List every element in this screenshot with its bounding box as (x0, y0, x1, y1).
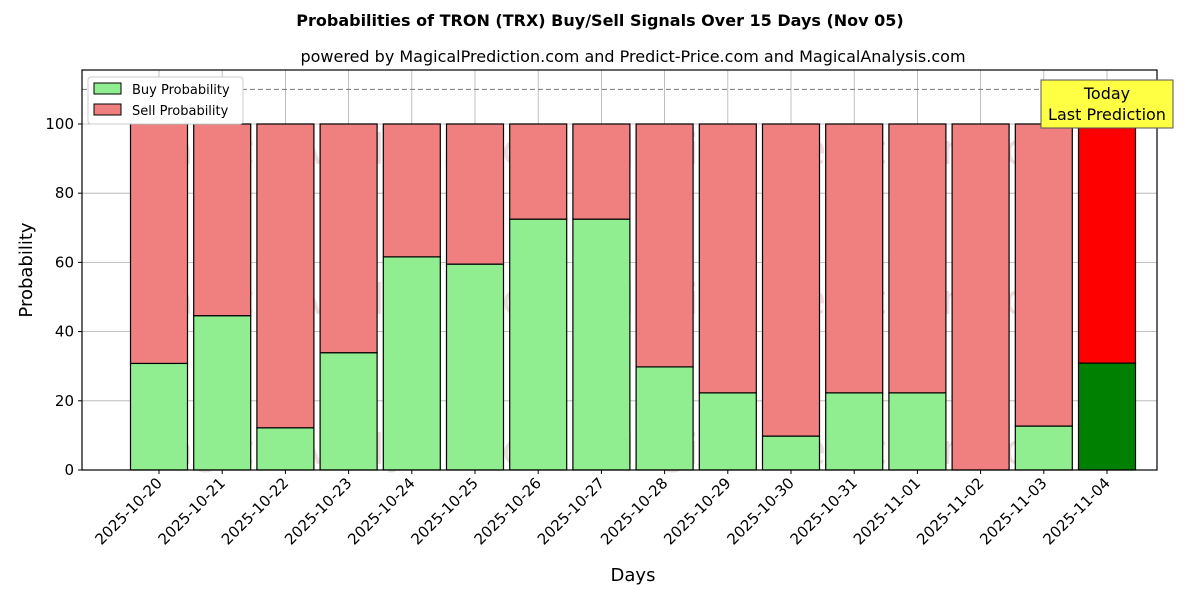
x-tick-label: 2025-10-22 (218, 474, 292, 548)
y-tick-label: 100 (45, 115, 74, 133)
bar-sell (193, 123, 252, 317)
x-tick-label: 2025-10-27 (534, 474, 608, 548)
bar-sell (1014, 123, 1073, 427)
x-tick-label: 2025-10-30 (723, 474, 797, 548)
bar-sell (382, 123, 441, 258)
bar-buy (1077, 362, 1137, 471)
legend-swatch-sell (93, 103, 122, 116)
bar-sell (888, 123, 947, 394)
y-tick-label: 0 (64, 461, 74, 479)
bar-sell (129, 123, 189, 365)
chart-subtitle: powered by MagicalPrediction.com and Pre… (300, 47, 965, 66)
x-tick-label: 2025-10-20 (91, 474, 165, 548)
chart-title: Probabilities of TRON (TRX) Buy/Sell Sig… (296, 11, 904, 30)
legend-label-buy: Buy Probability (132, 83, 230, 98)
x-tick-label: 2025-10-29 (660, 474, 734, 548)
legend: Buy Probability Sell Probability (87, 76, 244, 125)
bar-buy (256, 427, 315, 471)
y-axis-label: Probability (16, 222, 37, 317)
bar-buy (382, 256, 441, 471)
bar-sell (445, 123, 505, 265)
x-tick-label: 2025-10-21 (155, 474, 229, 548)
y-tick-label: 20 (55, 392, 74, 410)
bar-sell (761, 123, 821, 437)
bar-buy (761, 435, 821, 471)
x-tick-label: 2025-10-24 (344, 474, 418, 548)
x-tick-label: 2025-10-23 (281, 474, 355, 548)
bar-buy (1014, 425, 1073, 471)
bar-sell (698, 123, 757, 394)
bar-sell (509, 123, 568, 220)
y-tick-label: 60 (55, 253, 74, 271)
bar-sell (1077, 123, 1137, 364)
bar-buy (825, 392, 884, 471)
bar-sell (319, 123, 378, 354)
bar-buy (445, 263, 505, 471)
legend-label-sell: Sell Probability (132, 104, 229, 119)
bar-buy (888, 392, 947, 471)
bar-buy (572, 218, 631, 471)
bar-sell (572, 123, 631, 220)
x-tick-label: 2025-10-31 (787, 474, 861, 548)
x-tick-label: 2025-11-03 (976, 474, 1050, 548)
x-tick-label: 2025-10-28 (597, 474, 671, 548)
bar-buy (509, 218, 568, 471)
bar-buy (698, 392, 757, 471)
plot-frame (81, 69, 1158, 471)
bar-sell (635, 123, 694, 368)
today-annotation: Today Last Prediction (1040, 79, 1174, 129)
bar-buy (319, 352, 378, 471)
legend-box (87, 76, 244, 125)
x-tick-label: 2025-11-01 (850, 474, 924, 548)
legend-swatch-buy (93, 82, 122, 95)
y-tick-label: 80 (55, 184, 74, 202)
annotation-line2: Last Prediction (1048, 105, 1166, 124)
y-tick-label: 40 (55, 323, 74, 341)
annotation-box (1040, 79, 1174, 129)
bar-sell (256, 123, 315, 429)
bar-sell (951, 123, 1010, 471)
annotation-line1: Today (1083, 84, 1130, 103)
x-tick-label: 2025-10-25 (407, 474, 481, 548)
bar-buy (129, 362, 189, 471)
x-tick-label: 2025-11-04 (1039, 474, 1113, 548)
x-tick-label: 2025-10-26 (471, 474, 545, 548)
bar-buy (635, 366, 694, 471)
bar-buy (193, 315, 252, 471)
x-tick-label: 2025-11-02 (913, 474, 987, 548)
bar-sell (825, 123, 884, 394)
x-axis-label: Days (611, 565, 656, 586)
